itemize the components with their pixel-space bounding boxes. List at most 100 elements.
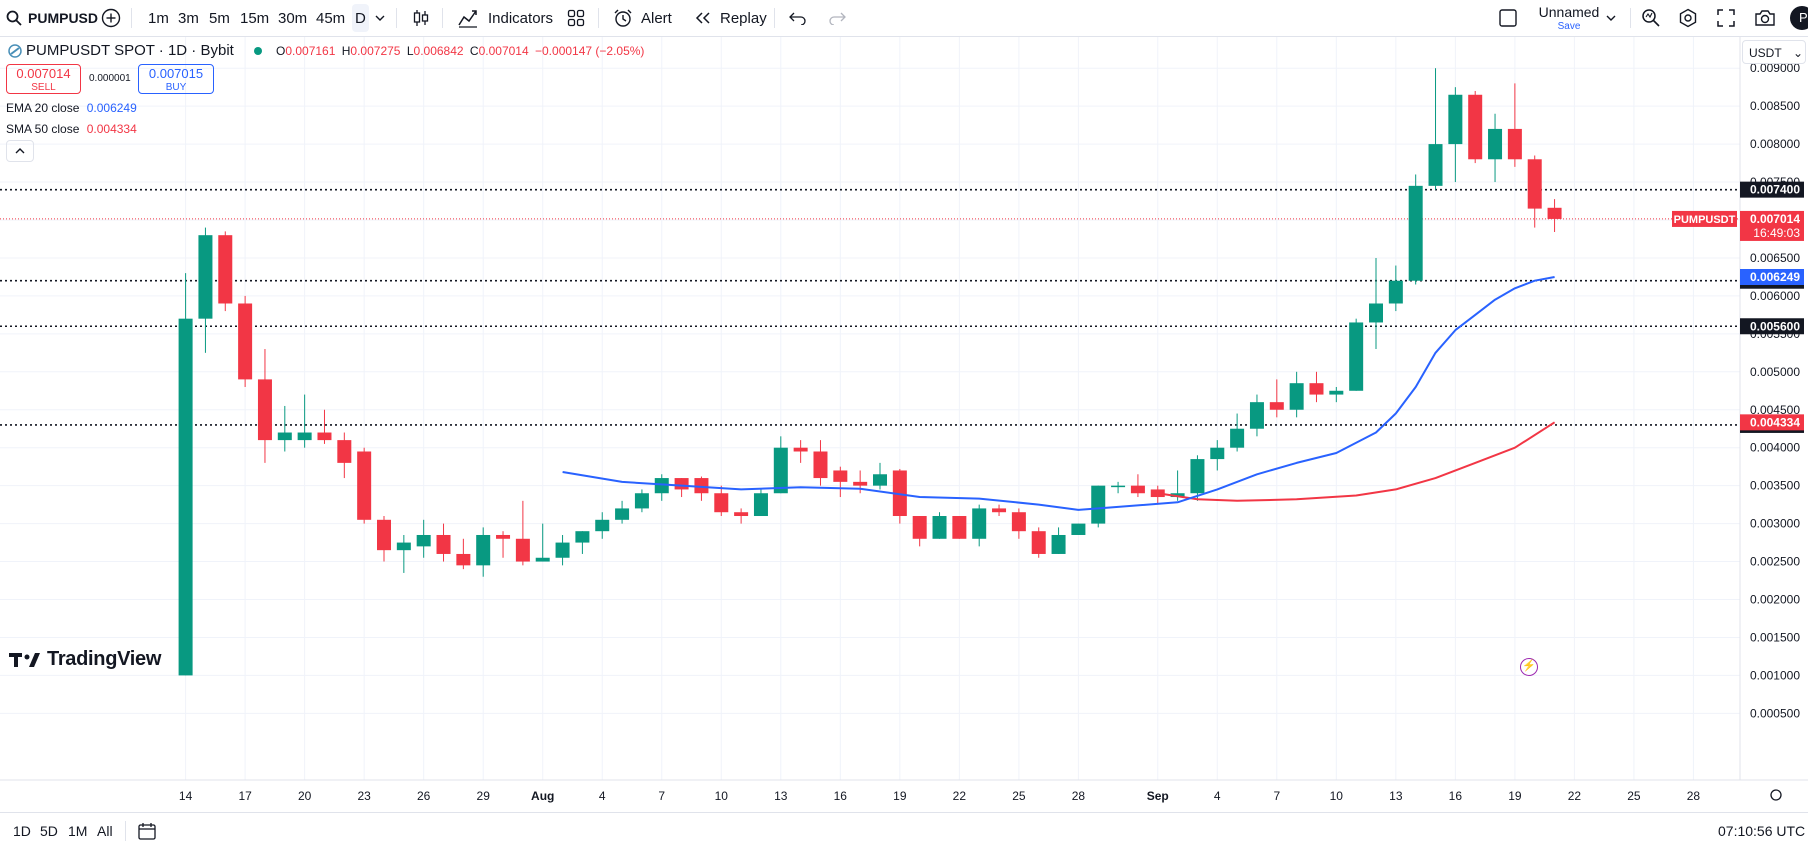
level-price-tag: 0.007400 [1750,183,1800,197]
interval-45m[interactable]: 45m [316,0,345,36]
sma-value: 0.004334 [87,122,137,136]
lightning-icon[interactable]: ⚡ [1520,658,1538,676]
candle-down [337,440,351,463]
price-chart[interactable]: 0.0090000.0085000.0080000.0075000.007000… [0,37,1808,812]
candle-down [496,535,510,539]
interval-30m[interactable]: 30m [278,0,307,36]
collapse-legend-button[interactable] [6,140,34,162]
candle-up [298,433,312,441]
candle-down [218,235,232,303]
interval-1m[interactable]: 1m [148,0,169,36]
buy-button[interactable]: 0.007015 BUY [138,64,214,94]
candle-down [992,508,1006,512]
time-axis-label: 28 [1687,789,1701,803]
range-1m[interactable]: 1M [68,813,87,849]
rewind-icon [694,11,712,25]
layout-name: Unnamed [1534,4,1604,21]
indicators-button[interactable]: Indicators [457,0,553,36]
sma-price-tag: 0.004334 [1750,415,1800,429]
date-range-button[interactable] [137,813,157,849]
price-axis-label: 0.008000 [1750,137,1800,151]
top-toolbar: PUMPUSD 1m 3m 5m 15m 30m 45m D Indicator… [0,0,1808,37]
candle-down [437,535,451,554]
symbol-title: PUMPUSDT SPOT · 1D · Bybit [26,42,234,59]
chart-legend-title[interactable]: PUMPUSDT SPOT · 1D · Bybit [8,42,262,59]
candle-down [1508,129,1522,159]
time-axis-label: 10 [715,789,729,803]
alert-label: Alert [641,10,672,27]
candle-up [635,493,649,508]
clock-time[interactable]: 07:10:56 UTC [1718,813,1805,849]
candle-down [238,303,252,379]
snapshot-button[interactable] [1754,0,1776,36]
redo-button[interactable] [828,0,846,36]
tradingview-watermark[interactable]: TradingView [9,648,161,671]
range-1d[interactable]: 1D [13,813,31,849]
templates-button[interactable] [567,0,585,36]
layout-name-button[interactable]: Unnamed Save [1534,4,1604,32]
symbol-search[interactable]: PUMPUSD [6,0,98,36]
chevron-down-icon: ⌄ [1793,41,1803,65]
symbol-tag: PUMPUSDT [1674,214,1736,226]
candle-down [1309,383,1323,394]
candle-up [1250,402,1264,429]
range-all[interactable]: All [97,813,113,849]
chart-area[interactable]: 0.0090000.0085000.0080000.0075000.007000… [0,37,1808,812]
time-axis-label: 7 [658,789,665,803]
compare-add-button[interactable] [101,0,121,36]
ema-label: EMA 20 close [6,101,79,115]
alert-button[interactable]: Alert [613,0,672,36]
close-value: 0.007014 [479,44,529,58]
time-axis-label: 14 [179,789,193,803]
price-axis-label: 0.000500 [1750,706,1800,720]
last-price-tag: 0.007014 [1750,212,1800,226]
candle-up [1329,391,1343,395]
replay-label: Replay [720,10,767,27]
price-axis-label: 0.006500 [1750,251,1800,265]
range-5d[interactable]: 5D [40,813,58,849]
price-axis-label: 0.004000 [1750,441,1800,455]
price-axis-label: 0.002000 [1750,593,1800,607]
layout-dropdown[interactable] [1606,0,1616,36]
bottom-toolbar: 1D 5D 1M All 07:10:56 UTC [0,812,1808,852]
avatar[interactable]: P [1790,6,1808,30]
sma-legend[interactable]: SMA 50 close 0.004334 [6,122,137,136]
chevron-up-icon [7,141,33,161]
chart-type-button[interactable] [411,0,431,36]
candle-down [952,516,966,539]
ema-price-tag: 0.006249 [1750,270,1800,284]
candle-up [1290,383,1304,410]
interval-d-active[interactable]: D [352,4,369,32]
time-axis-label: 19 [893,789,907,803]
candle-down [1548,208,1562,219]
interval-5m[interactable]: 5m [209,0,230,36]
plus-circle-icon [101,8,121,28]
interval-dropdown[interactable] [375,0,385,36]
currency-select[interactable]: USDT ⌄ [1742,40,1806,64]
undo-button[interactable] [789,0,807,36]
candle-up [754,493,768,516]
replay-button[interactable]: Replay [694,0,767,36]
axis-settings-icon[interactable] [1771,790,1781,800]
price-axis-label: 0.001000 [1750,668,1800,682]
interval-3m[interactable]: 3m [178,0,199,36]
fullscreen-button[interactable] [1717,0,1735,36]
candle-down [1270,402,1284,410]
candle-up [536,558,550,562]
sell-button[interactable]: 0.007014 SELL [6,64,81,94]
quick-search-button[interactable] [1641,0,1661,36]
candle-down [1012,512,1026,531]
open-value: 0.007161 [285,44,335,58]
candle-up [873,474,887,485]
settings-button[interactable] [1678,0,1698,36]
candle-up [1349,322,1363,390]
candles-icon [411,8,431,28]
candle-up [556,543,570,558]
interval-15m[interactable]: 15m [240,0,269,36]
multi-layout-checkbox[interactable] [1498,0,1518,36]
candle-up [198,235,212,318]
candle-up [615,508,629,519]
candle-down [714,493,728,512]
ema-legend[interactable]: EMA 20 close 0.006249 [6,101,137,115]
candle-up [1409,186,1423,281]
